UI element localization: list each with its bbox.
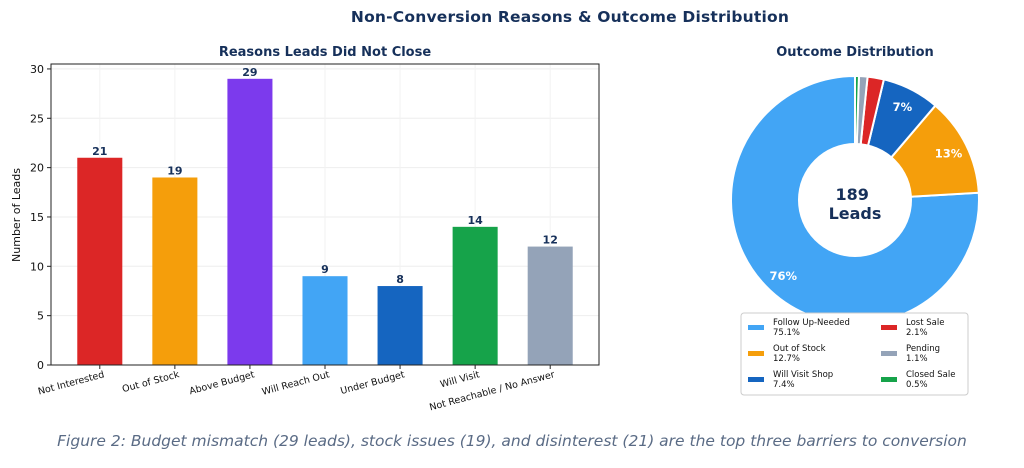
y-axis-label: Number of Leads (10, 168, 23, 262)
donut-slice-label: 7% (893, 100, 913, 114)
legend-swatch (748, 351, 764, 356)
donut-slice-label: 13% (935, 146, 963, 160)
donut-hole (798, 143, 912, 257)
bar-value-label: 8 (396, 273, 404, 286)
bar (377, 286, 423, 365)
bar-chart: Reasons Leads Did Not Close 21 19 29 9 8 14 12… (10, 45, 600, 413)
x-axis-ticks: Not Interested Out of Stock Above Budget Wi… (37, 365, 556, 413)
donut-center-unit: Leads (829, 204, 882, 223)
legend-swatch (881, 325, 897, 330)
x-tick-label: Under Budget (339, 369, 406, 397)
y-tick-label: 0 (37, 359, 44, 372)
donut-chart-title: Outcome Distribution (776, 45, 934, 60)
legend-label: Lost Sale (906, 318, 944, 328)
legend-percent: 7.4% (773, 380, 795, 390)
legend-label: Follow Up-Needed (773, 318, 850, 328)
x-tick-label: Not Reachable / No Answer (428, 369, 556, 413)
legend-frame (740, 312, 969, 396)
y-tick-label: 5 (37, 310, 44, 323)
bar-value-label: 21 (92, 145, 107, 158)
legend-label: Out of Stock (773, 344, 826, 354)
bar-value-label: 9 (321, 263, 329, 276)
figure-canvas: Reasons Leads Did Not Close 21 19 29 9 8 14 12… (10, 45, 980, 413)
bar-value-label: 29 (242, 66, 257, 79)
donut-center-label: 189 Leads (829, 185, 882, 223)
donut-chart: Outcome Distribution 76%13%7% 189 Leads … (730, 45, 980, 396)
bar-value-label: 19 (167, 164, 182, 177)
legend-swatch (881, 351, 897, 356)
legend-label: Pending (906, 344, 940, 354)
y-axis-ticks: 0 5 10 15 20 25 30 (30, 63, 51, 372)
donut-slice-labels: 76% 13% 7% (770, 100, 963, 283)
x-tick-label: Above Budget (188, 369, 256, 397)
x-tick-label: Will Reach Out (261, 369, 331, 398)
donut-slice-label: 76% (770, 269, 798, 283)
legend-label: Closed Sale (906, 370, 955, 380)
bar-data-labels: 21 19 29 9 8 14 12 (92, 66, 558, 286)
x-tick-label: Out of Stock (121, 369, 181, 395)
legend-percent: 0.5% (906, 380, 928, 390)
y-tick-label: 10 (30, 260, 44, 273)
bar (302, 276, 348, 365)
bar-value-label: 12 (543, 234, 558, 247)
bar (152, 177, 198, 365)
figure-caption: Figure 2: Budget mismatch (29 leads), st… (57, 432, 967, 450)
y-tick-label: 15 (30, 211, 44, 224)
legend-percent: 1.1% (906, 354, 928, 364)
bar (452, 226, 498, 365)
bar-value-label: 14 (467, 214, 483, 227)
legend-swatch (881, 377, 897, 382)
x-tick-label: Will Visit (439, 369, 481, 390)
legend-swatch (748, 377, 764, 382)
legend-percent: 75.1% (773, 328, 800, 338)
legend-percent: 2.1% (906, 328, 928, 338)
y-tick-label: 30 (30, 63, 44, 76)
bar (227, 78, 273, 365)
figure-title: Non-Conversion Reasons & Outcome Distrib… (350, 8, 790, 26)
bar-series (77, 78, 573, 365)
y-tick-label: 20 (30, 162, 44, 175)
legend-label: Will Visit Shop (773, 370, 833, 380)
bar (527, 246, 573, 365)
bar-chart-title: Reasons Leads Did Not Close (219, 45, 432, 60)
legend-percent: 12.7% (773, 354, 800, 364)
y-tick-label: 25 (30, 112, 44, 125)
x-tick-label: Not Interested (37, 369, 106, 397)
bar (77, 157, 123, 365)
donut-center-value: 189 (836, 185, 869, 204)
legend-swatch (748, 325, 764, 330)
